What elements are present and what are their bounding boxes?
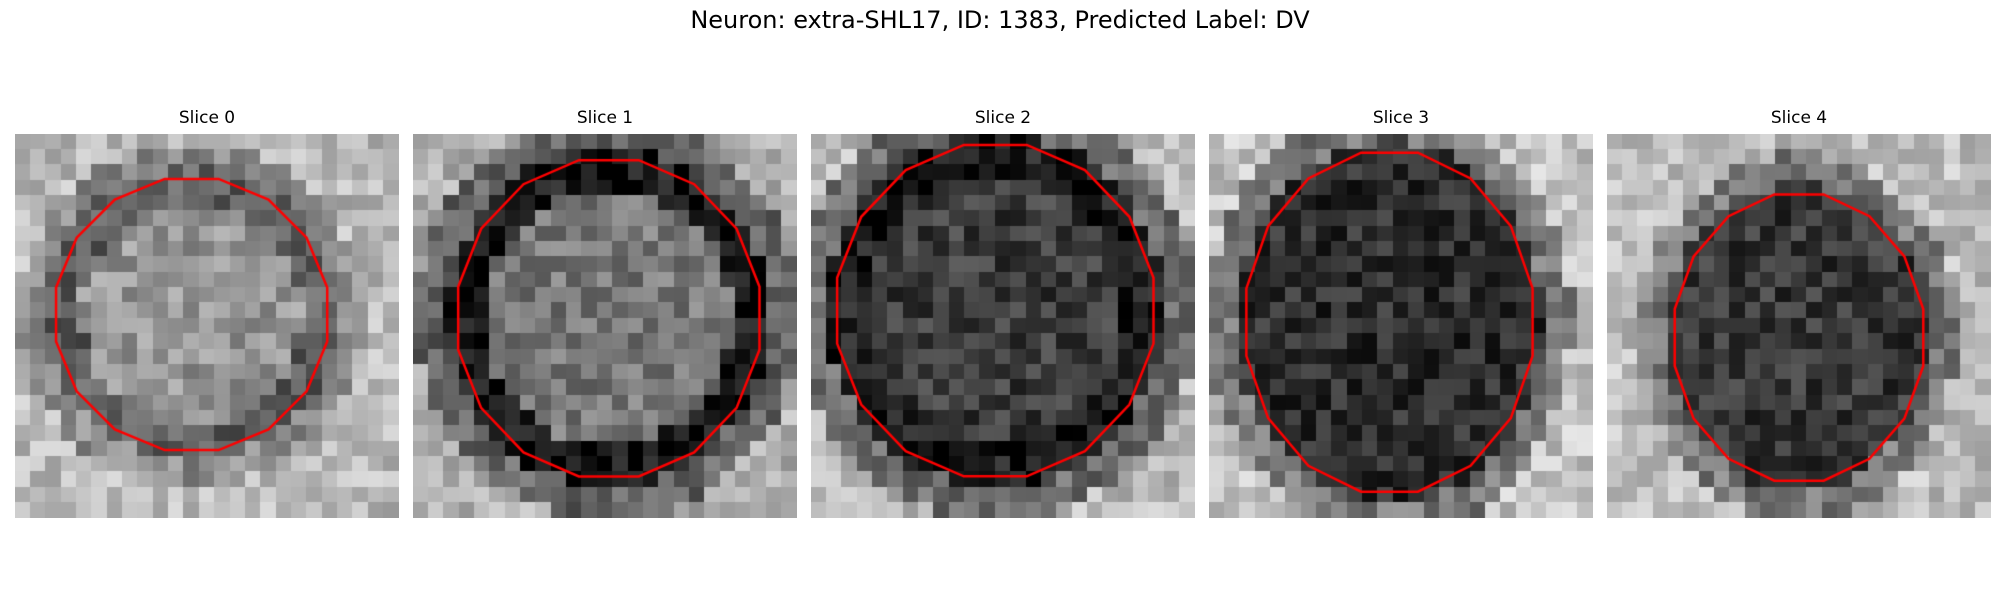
figure-title: Neuron: extra-SHL17, ID: 1383, Predicted… bbox=[690, 6, 1310, 34]
slice-image-2 bbox=[811, 134, 1195, 518]
slice-title-1: Slice 1 bbox=[576, 108, 634, 128]
slice-title-3: Slice 3 bbox=[1372, 108, 1430, 128]
slice-image-4 bbox=[1607, 134, 1991, 518]
slice-image-0 bbox=[15, 134, 399, 518]
slice-image-3 bbox=[1209, 134, 1593, 518]
slice-title-4: Slice 4 bbox=[1770, 108, 1828, 128]
slice-image-1 bbox=[413, 134, 797, 518]
slice-title-2: Slice 2 bbox=[974, 108, 1032, 128]
slice-title-0: Slice 0 bbox=[178, 108, 236, 128]
